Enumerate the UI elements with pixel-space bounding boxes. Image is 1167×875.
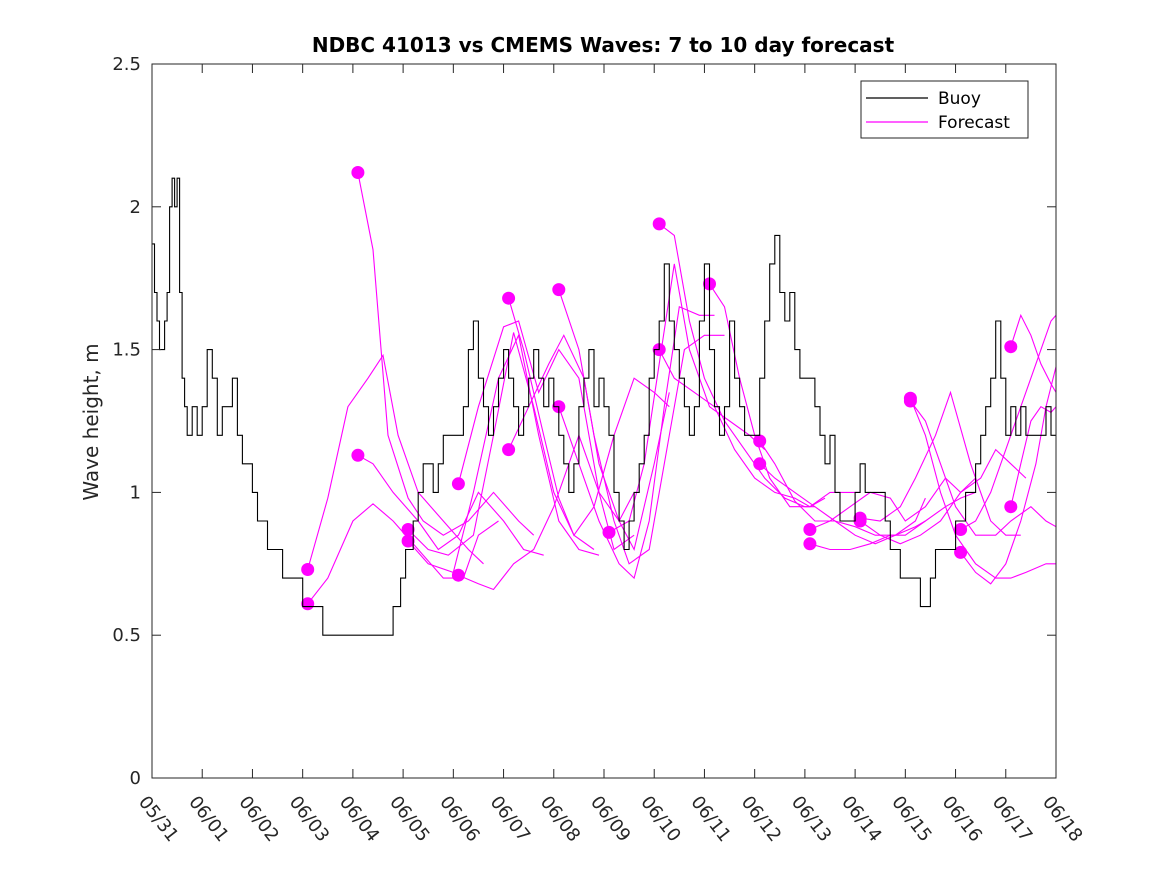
forecast-start-marker-17 <box>753 434 767 448</box>
forecast-start-marker-6 <box>401 534 415 548</box>
forecast-line-28 <box>1010 405 1057 507</box>
forecast-start-marker-14 <box>652 217 666 231</box>
legend-buoy-label: Buoy <box>938 89 981 109</box>
forecast-start-marker-1 <box>301 563 315 576</box>
forecast-start-marker-27 <box>1004 340 1018 354</box>
chart-title: NDBC 41013 vs CMEMS Waves: 7 to 10 day f… <box>312 33 895 57</box>
buoy-line <box>152 177 1056 636</box>
forecast-line-8 <box>458 433 635 591</box>
forecast-line-1 <box>307 353 484 570</box>
forecast-line-4 <box>357 454 544 556</box>
forecast-start-marker-13 <box>602 525 616 539</box>
forecast-line-14 <box>658 223 815 508</box>
y-tick-label-5: 2.5 <box>112 54 141 75</box>
forecast-line-26 <box>960 366 1057 585</box>
forecast-line-18 <box>759 463 926 545</box>
forecast-line-25 <box>960 314 1057 530</box>
forecast-start-marker-11 <box>552 283 566 297</box>
forecast-line-12 <box>558 306 715 580</box>
forecast-start-marker-24 <box>903 394 917 408</box>
forecast-start-marker-5 <box>401 523 415 536</box>
forecast-line-24 <box>909 400 1057 536</box>
forecast-line-21 <box>860 390 1021 536</box>
forecast-start-marker-22 <box>853 514 867 528</box>
y-axis-label: Wave height, m <box>79 343 103 500</box>
forecast-line-27 <box>1010 313 1057 393</box>
forecast-line-11 <box>558 289 725 565</box>
forecast-start-marker-25 <box>954 523 968 536</box>
forecast-series-group <box>301 166 1057 611</box>
forecast-start-marker-4 <box>351 448 365 462</box>
legend: Buoy Forecast <box>860 80 1029 139</box>
y-tick-label-2: 1 <box>130 482 141 503</box>
y-tick-label-3: 1.5 <box>112 340 141 361</box>
forecast-start-marker-26 <box>954 545 968 559</box>
forecast-start-marker-9 <box>502 291 516 305</box>
forecast-line-9 <box>508 298 670 537</box>
forecast-start-marker-10 <box>502 443 516 457</box>
legend-forecast-label: Forecast <box>938 113 1010 133</box>
forecast-line-3 <box>357 172 535 536</box>
forecast-start-marker-18 <box>753 457 767 471</box>
forecast-start-marker-28 <box>1004 500 1018 514</box>
forecast-line-5 <box>407 332 595 556</box>
forecast-line-7 <box>457 320 635 551</box>
y-tick-label-0: 0 <box>130 768 141 789</box>
buoy-series-group <box>152 177 1056 636</box>
y-tick-label-4: 2 <box>130 197 141 218</box>
forecast-start-marker-7 <box>451 477 465 491</box>
legend-box <box>860 80 1029 139</box>
forecast-start-marker-20 <box>803 537 817 551</box>
forecast-start-marker-3 <box>351 166 365 179</box>
y-tick-label-1: 0.5 <box>112 625 141 646</box>
forecast-start-marker-8 <box>451 568 465 582</box>
forecast-line-23 <box>909 397 1056 579</box>
forecast-line-17 <box>759 440 926 536</box>
forecast-start-marker-19 <box>803 523 817 536</box>
